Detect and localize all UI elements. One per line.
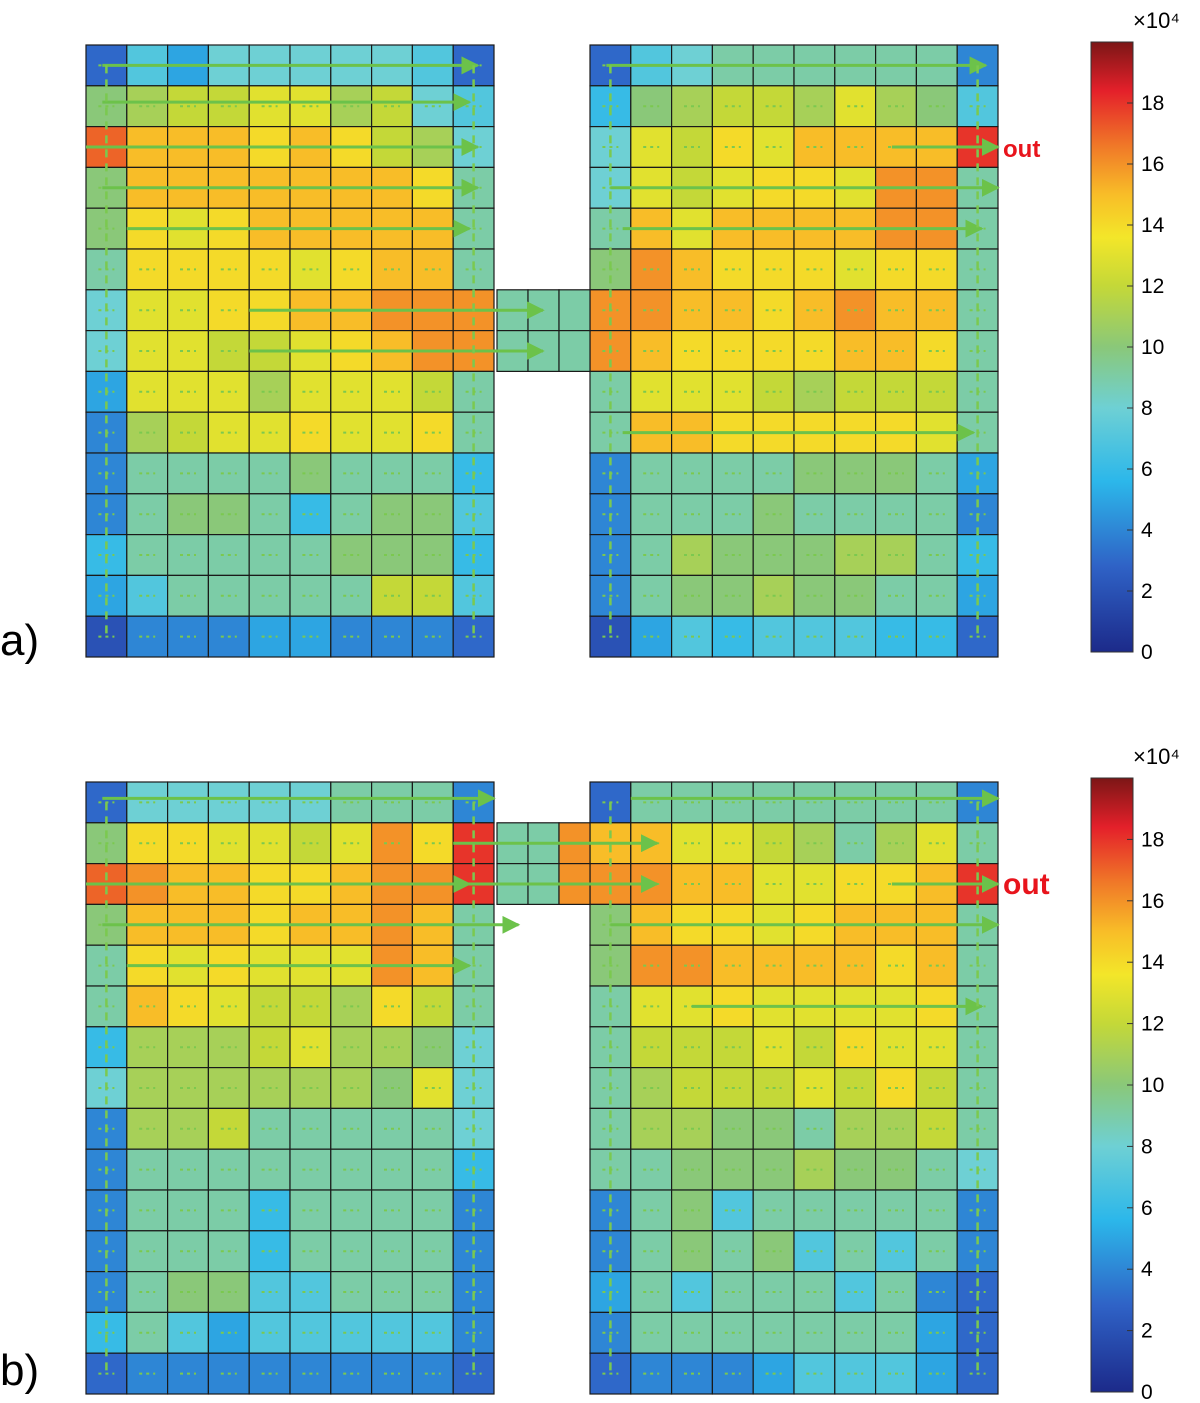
flow-streamlines xyxy=(86,789,1000,1374)
colorbar-tick-label: 0 xyxy=(1141,1381,1153,1403)
heatmap-cell xyxy=(167,1352,210,1395)
heatmap-cell xyxy=(874,1148,917,1191)
heatmap-cell xyxy=(752,615,795,658)
corridor-cell xyxy=(558,289,591,332)
colorbar-tick-label: 2 xyxy=(1141,1320,1153,1343)
colorbar-tick-label: 2 xyxy=(1141,580,1153,603)
colorbar-tick-label: 6 xyxy=(1141,1197,1153,1220)
panel-label: b) xyxy=(0,1346,39,1395)
colorbar-tick-label: 10 xyxy=(1141,1074,1164,1097)
colorbar xyxy=(1090,41,1134,653)
colorbar-tick-label: 12 xyxy=(1141,275,1164,298)
flow-streamlines xyxy=(86,56,1000,637)
colorbar-exponent-label: ×10⁴ xyxy=(1133,8,1180,33)
heatmap-cell xyxy=(207,85,250,128)
outlet-label: out xyxy=(1003,136,1040,163)
colorbar-tick-label: 4 xyxy=(1141,1258,1153,1281)
heatmap-cell xyxy=(752,330,795,373)
panel-label: a) xyxy=(0,616,39,665)
colorbar-tick-label: 8 xyxy=(1141,1135,1153,1158)
colorbar-tick-label: 6 xyxy=(1141,458,1153,481)
left-room-heatmap xyxy=(85,781,495,1395)
colorbar-tick-label: 18 xyxy=(1141,828,1164,851)
colorbar-tick-label: 18 xyxy=(1141,92,1164,115)
panel-a: out a) 0 2 4 6 8 10 12 14 16 18 ×10⁴ xyxy=(0,8,1180,665)
corridor-heatmap xyxy=(496,822,591,905)
heatmap-cell xyxy=(330,822,373,865)
outlet-label: out xyxy=(1003,868,1050,901)
colorbar-tick-label: 0 xyxy=(1141,641,1153,664)
corridor-cell xyxy=(558,330,591,373)
heatmap-cell xyxy=(167,1311,210,1354)
colorbar-tick-label: 12 xyxy=(1141,1013,1164,1036)
colorbar-tick-label: 14 xyxy=(1141,214,1165,237)
colorbar-exponent-label: ×10⁴ xyxy=(1133,744,1180,769)
heatmap-cell xyxy=(289,985,332,1028)
colorbar-tick-label: 14 xyxy=(1141,951,1165,974)
corridor-heatmap xyxy=(496,289,591,373)
heatmap-cell xyxy=(630,85,673,128)
colorbar-tick-label: 4 xyxy=(1141,519,1153,542)
colorbar xyxy=(1090,777,1134,1393)
heatmap-cell xyxy=(793,615,836,658)
right-room-heatmap xyxy=(589,781,999,1395)
right-room-heatmap xyxy=(589,44,999,658)
colorbar-tick-label: 8 xyxy=(1141,397,1153,420)
colorbar-tick-label: 16 xyxy=(1141,890,1164,913)
heatmap-cell xyxy=(630,1189,673,1232)
panel-b: out b) 0 2 4 6 8 10 12 14 16 18 ×10⁴ xyxy=(0,744,1180,1403)
colorbar-tick-label: 10 xyxy=(1141,336,1164,359)
heatmap-cell xyxy=(915,1311,958,1354)
colorbar-tick-label: 16 xyxy=(1141,153,1164,176)
heatmap-cell xyxy=(126,1148,169,1191)
